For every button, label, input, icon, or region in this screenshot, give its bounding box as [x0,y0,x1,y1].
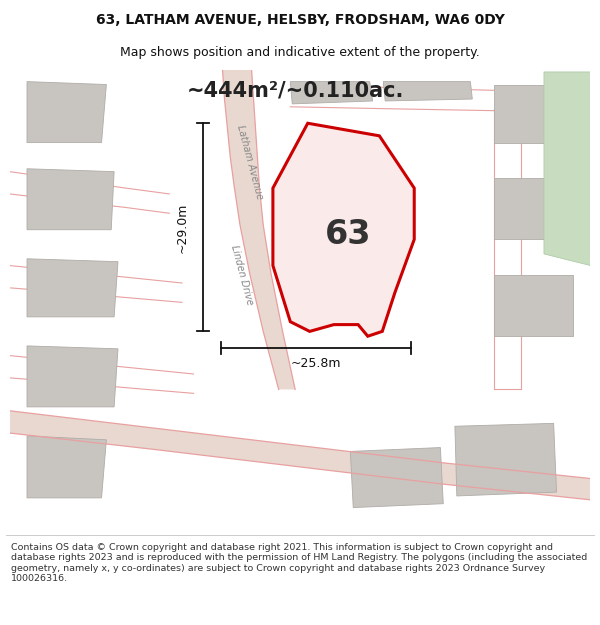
Text: Contains OS data © Crown copyright and database right 2021. This information is : Contains OS data © Crown copyright and d… [11,543,587,583]
Polygon shape [494,178,573,239]
Polygon shape [27,259,118,317]
Polygon shape [350,448,443,508]
Text: ~25.8m: ~25.8m [291,357,341,370]
Polygon shape [27,436,106,498]
Text: Latham Avenue: Latham Avenue [235,124,265,200]
Polygon shape [273,123,414,336]
Polygon shape [27,82,106,142]
Text: 63, LATHAM AVENUE, HELSBY, FRODSHAM, WA6 0DY: 63, LATHAM AVENUE, HELSBY, FRODSHAM, WA6… [95,12,505,27]
Polygon shape [494,84,573,142]
Text: 63: 63 [325,218,371,251]
Text: Linden Drive: Linden Drive [229,244,255,306]
Polygon shape [494,275,573,336]
Polygon shape [27,169,114,230]
Polygon shape [455,423,557,496]
Polygon shape [383,82,472,101]
Text: ~444m²/~0.110ac.: ~444m²/~0.110ac. [187,81,404,101]
Text: Map shows position and indicative extent of the property.: Map shows position and indicative extent… [120,46,480,59]
Polygon shape [290,82,373,104]
Polygon shape [544,72,590,266]
Text: ~29.0m: ~29.0m [175,202,188,252]
Polygon shape [223,70,295,389]
Polygon shape [27,346,118,407]
Polygon shape [10,411,590,500]
